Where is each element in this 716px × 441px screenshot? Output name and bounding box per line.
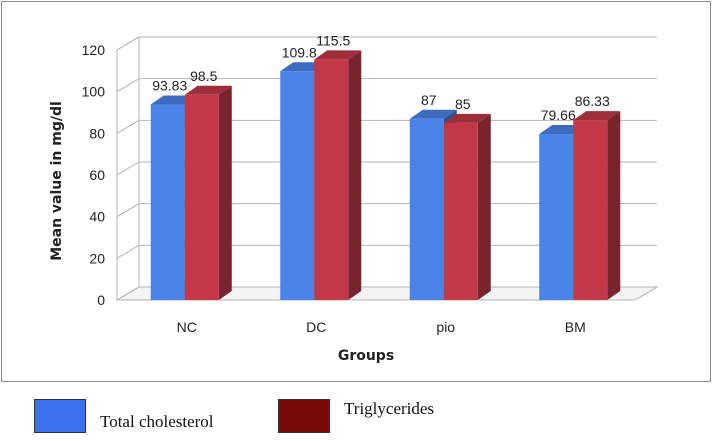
data-label: 109.8 (282, 44, 317, 60)
gridline-diagonal (116, 119, 140, 134)
x-axis-label: Groups (338, 348, 394, 364)
bar-chart: 0 20 40 60 80 100 120 Mean value in mg/dl Groups… (49, 32, 659, 364)
bar-front (443, 122, 478, 301)
legend-swatch-triglycerides (278, 399, 330, 433)
bar-side (348, 50, 362, 300)
legend-swatch-total-cholesterol (34, 399, 86, 433)
bar-top (573, 111, 621, 121)
bar-side (477, 113, 491, 301)
gridline-diagonal (116, 161, 140, 176)
data-label: 85 (455, 96, 471, 112)
bar-front (314, 59, 349, 300)
gridline-diagonal (116, 203, 140, 218)
bar-top (184, 85, 232, 95)
data-label: 86.33 (575, 93, 610, 109)
bar-front (184, 94, 219, 301)
legend-label-triglycerides: Triglycerides (344, 399, 435, 418)
y-tick-label: 80 (89, 125, 105, 141)
y-tick-label: 40 (89, 209, 105, 225)
bar-pio-triglycerides (443, 113, 491, 301)
gridline-diagonal (116, 78, 140, 93)
chart-frame: 0 20 40 60 80 100 120 Mean value in mg/dl Groups… (1, 1, 711, 382)
data-label: 115.5 (316, 32, 350, 48)
data-label: 87 (421, 92, 437, 108)
data-label: 98.5 (190, 68, 217, 84)
x-tick-label-pio: pio (436, 319, 455, 335)
y-axis-label: Mean value in mg/dl (49, 101, 65, 261)
bar-top (443, 113, 491, 123)
y-tick-label: 0 (97, 292, 105, 308)
y-tick-label: 120 (82, 42, 106, 58)
bar-nc-triglycerides (184, 85, 232, 301)
y-tick-label: 100 (82, 84, 106, 100)
data-label: 93.83 (152, 78, 187, 94)
bar-side (218, 85, 232, 301)
data-label: 79.66 (541, 107, 576, 123)
x-tick-label-dc: DC (306, 319, 326, 335)
bar-front (150, 104, 185, 300)
legend-item-total-cholesterol: Total cholesterol (34, 398, 214, 434)
legend-item-triglycerides: Triglycerides (278, 398, 434, 434)
bar-top (409, 109, 457, 119)
gridline-diagonal (116, 244, 140, 259)
y-tick-label: 60 (89, 167, 105, 183)
x-tick-label-bm: BM (565, 319, 586, 335)
bar-front (280, 71, 315, 300)
y-tick-label: 20 (89, 250, 105, 266)
legend-label-total-cholesterol: Total cholesterol (100, 412, 214, 431)
gridline-diagonal (116, 36, 140, 51)
bar-front (409, 118, 444, 300)
x-tick-label-nc: NC (177, 319, 197, 335)
bar-front (573, 120, 608, 300)
bar-front (539, 134, 574, 300)
bar-dc-triglycerides (314, 50, 362, 300)
gridline-diagonal (116, 286, 140, 301)
bar-side (607, 111, 621, 300)
bar-top (314, 50, 362, 60)
bar-bm-triglycerides (573, 111, 621, 300)
